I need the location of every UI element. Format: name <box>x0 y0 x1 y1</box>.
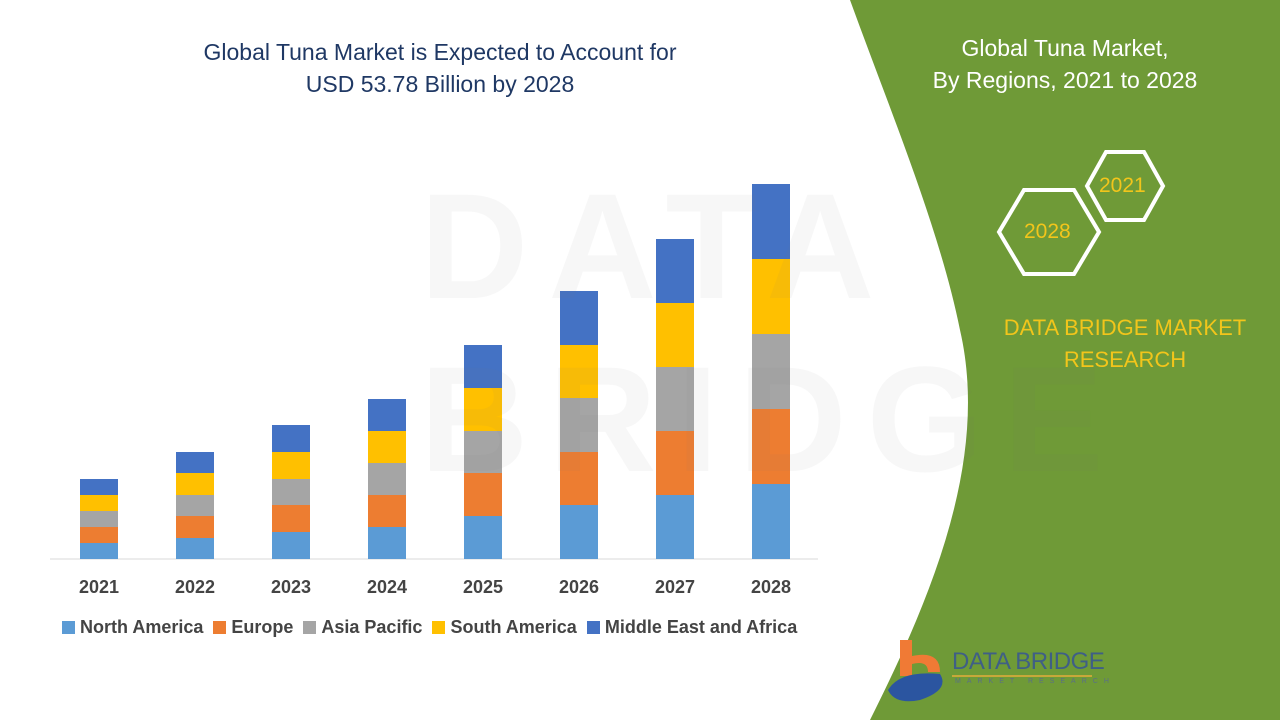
watermark: DATA BRIDGE <box>420 162 1124 503</box>
bar-segment-middle-east-and-africa-2026 <box>560 291 598 345</box>
x-tick-label: 2024 <box>367 577 407 597</box>
bar-segment-north-america-2026 <box>560 505 598 559</box>
bar-segment-middle-east-and-africa-2021 <box>80 479 118 495</box>
legend: North America Europe Asia Pacific South … <box>62 617 797 638</box>
legend-item: North America <box>62 617 203 638</box>
x-tick-label: 2028 <box>751 577 791 597</box>
legend-item: South America <box>432 617 577 638</box>
side-title: Global Tuna Market, By Regions, 2021 to 2… <box>932 35 1198 93</box>
bar-segment-middle-east-and-africa-2023 <box>272 425 310 452</box>
x-tick-label: 2026 <box>559 577 599 597</box>
bar-segment-europe-2021 <box>80 527 118 543</box>
bar-segment-asia-pacific-2027 <box>656 367 694 431</box>
bar-segment-south-america-2024 <box>368 431 406 463</box>
bar-segment-south-america-2021 <box>80 495 118 511</box>
bar-segment-europe-2023 <box>272 505 310 532</box>
bar-segment-europe-2027 <box>656 431 694 495</box>
bar-segment-asia-pacific-2021 <box>80 511 118 527</box>
hex-label-2028: 2028 <box>1024 220 1071 243</box>
green-panel <box>850 0 1280 720</box>
legend-item: Asia Pacific <box>303 617 422 638</box>
bar-segment-middle-east-and-africa-2025 <box>464 345 502 388</box>
bar-segment-south-america-2028 <box>752 259 790 334</box>
bar-segment-north-america-2027 <box>656 495 694 559</box>
bar-segment-asia-pacific-2026 <box>560 398 598 452</box>
hexagon-2028 <box>996 188 1102 276</box>
bar-segment-south-america-2025 <box>464 388 502 431</box>
bar-segment-europe-2025 <box>464 473 502 516</box>
brand-text: DATA BRIDGE MARKET RESEARCH <box>1003 315 1247 372</box>
logo-mark-icon <box>888 640 943 702</box>
bar-segment-south-america-2027 <box>656 303 694 367</box>
bar-segment-asia-pacific-2025 <box>464 431 502 473</box>
chart-title: Global Tuna Market is Expected to Accoun… <box>203 39 677 97</box>
x-tick-label: 2027 <box>655 577 695 597</box>
bar-segment-north-america-2022 <box>176 538 214 559</box>
bar-segment-south-america-2026 <box>560 345 598 398</box>
x-tick-label: 2023 <box>271 577 311 597</box>
legend-item: Europe <box>213 617 293 638</box>
bar-segment-asia-pacific-2024 <box>368 463 406 495</box>
bar-segment-middle-east-and-africa-2022 <box>176 452 214 473</box>
hex-label-2021: 2021 <box>1099 174 1146 197</box>
bar-segment-north-america-2028 <box>752 484 790 559</box>
bar-segment-europe-2022 <box>176 516 214 538</box>
chart-area: 2021 2022 2023 2024 2025 2026 2027 2028 <box>50 184 818 597</box>
bar-segment-north-america-2025 <box>464 516 502 559</box>
bar-segment-north-america-2023 <box>272 532 310 559</box>
bar-segment-north-america-2024 <box>368 527 406 559</box>
bar-segment-south-america-2023 <box>272 452 310 479</box>
hexagon-2021 <box>1084 150 1166 222</box>
bar-segment-north-america-2021 <box>80 543 118 559</box>
x-tick-label: 2025 <box>463 577 503 597</box>
bar-segment-middle-east-and-africa-2027 <box>656 239 694 303</box>
bar-segment-middle-east-and-africa-2024 <box>368 399 406 431</box>
logo-text: DATA BRIDGE <box>952 648 1105 675</box>
x-tick-label: 2022 <box>175 577 215 597</box>
bar-segment-asia-pacific-2023 <box>272 479 310 505</box>
logo-subtext: MARKET RESEARCH <box>955 678 1115 685</box>
legend-item: Middle East and Africa <box>586 617 797 638</box>
bar-segment-middle-east-and-africa-2028 <box>752 184 790 259</box>
bar-segment-south-america-2022 <box>176 473 214 495</box>
bar-segment-asia-pacific-2028 <box>752 334 790 409</box>
bar-segment-asia-pacific-2022 <box>176 495 214 516</box>
bar-segment-europe-2026 <box>560 452 598 505</box>
bar-segment-europe-2024 <box>368 495 406 527</box>
white-edge <box>866 329 968 720</box>
x-tick-label: 2021 <box>79 577 119 597</box>
bar-segment-europe-2028 <box>752 409 790 484</box>
